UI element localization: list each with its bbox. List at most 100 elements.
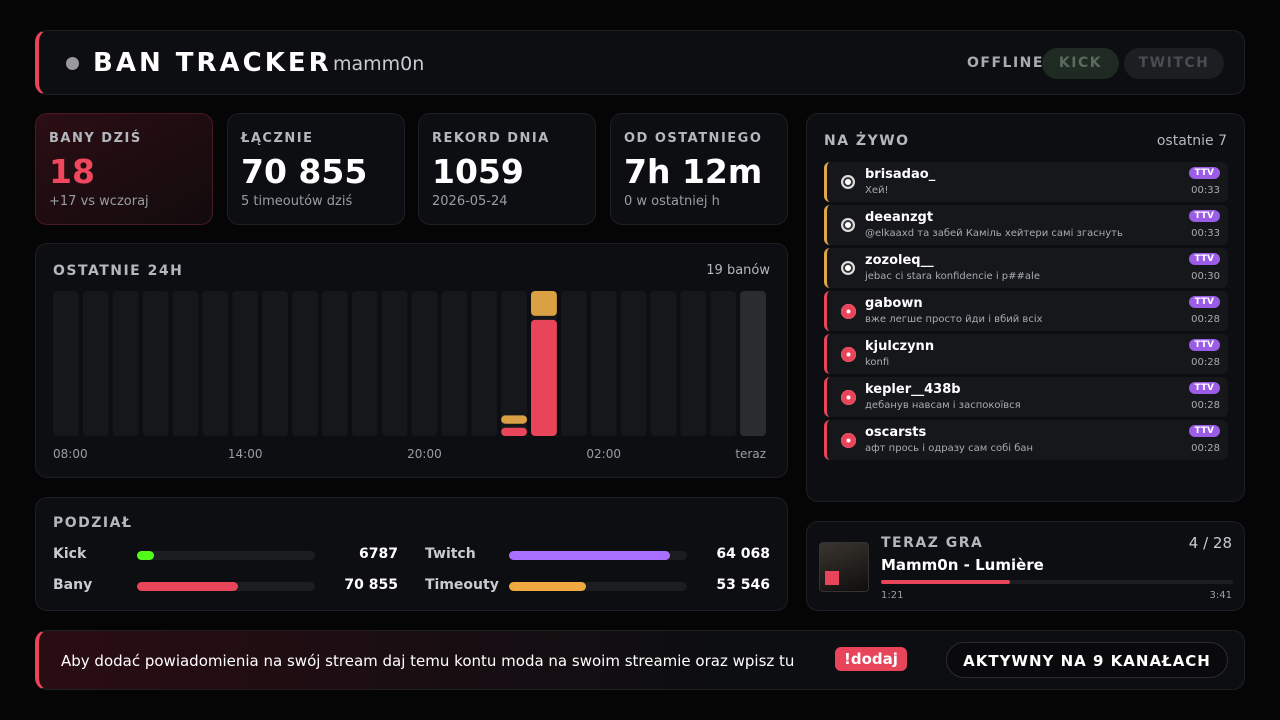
stat-note: +17 vs wczoraj bbox=[49, 194, 149, 209]
timeline-title: OSTATNIE 24H bbox=[53, 263, 184, 279]
timeout-bar bbox=[531, 291, 557, 316]
hour-slot bbox=[501, 291, 527, 436]
ban-icon bbox=[841, 390, 856, 405]
hour-slot bbox=[620, 291, 647, 436]
event-message: jebac ci stara konfidencie i p##ale bbox=[865, 271, 1040, 282]
now-playing-title: TERAZ GRA bbox=[881, 535, 984, 551]
live-title: NA ŻYWO bbox=[824, 133, 910, 149]
stat-note: 2026-05-24 bbox=[432, 194, 508, 209]
breakdown-bar bbox=[509, 551, 670, 560]
hour-label: 08:00 bbox=[53, 447, 88, 461]
hour-slot bbox=[142, 291, 169, 436]
breakdown-panel: PODZIAŁ Kick 6787 Twitch 64 068 Bany 70 855 Ti… bbox=[35, 497, 788, 611]
progress-fill bbox=[881, 580, 1010, 584]
event-time: 00:28 bbox=[1191, 443, 1220, 454]
hour-slot bbox=[53, 291, 79, 436]
timeline-panel: OSTATNIE 24H 19 banów 08:00 14:00 20:00 02:… bbox=[35, 243, 788, 478]
platform-badge: TTV bbox=[1188, 167, 1220, 179]
breakdown-value: 6787 bbox=[359, 546, 398, 562]
live-subtitle: ostatnie 7 bbox=[1156, 133, 1227, 149]
timeout-icon bbox=[841, 218, 855, 232]
stat-card: ŁĄCZNIE 70 855 5 timeoutów dziś bbox=[227, 113, 405, 225]
event-time: 00:30 bbox=[1191, 271, 1220, 282]
stat-value: 7h 12m bbox=[624, 152, 763, 191]
event-message: вже легше просто йди і вбий всіх bbox=[865, 314, 1043, 325]
ban-bar bbox=[531, 319, 557, 436]
platform-badge: TTV bbox=[1188, 339, 1220, 351]
ban-icon bbox=[841, 347, 856, 362]
hour-slot bbox=[710, 291, 737, 436]
stat-note: 0 w ostatniej h bbox=[624, 194, 720, 209]
event-user: kjulczynn bbox=[865, 339, 935, 354]
stat-note: 5 timeoutów dziś bbox=[241, 194, 353, 209]
event-message: Хей! bbox=[865, 185, 889, 196]
breakdown-value: 53 546 bbox=[716, 577, 770, 593]
hour-slot bbox=[560, 291, 587, 436]
stat-card: OD OSTATNIEGO 7h 12m 0 w ostatniej h bbox=[610, 113, 788, 225]
breakdown-name: Timeouty bbox=[425, 577, 499, 593]
live-event: zozoleq__ jebac ci stara konfidencie i p#… bbox=[824, 248, 1228, 288]
hour-label: 02:00 bbox=[586, 447, 621, 461]
hour-slot bbox=[112, 291, 139, 436]
status-dot bbox=[66, 57, 79, 70]
breakdown-name: Kick bbox=[53, 546, 87, 562]
event-user: gabown bbox=[865, 296, 923, 311]
stat-label: ŁĄCZNIE bbox=[241, 131, 314, 146]
track-name: Mamm0n - Lumière bbox=[881, 556, 1044, 574]
app-title: BAN TRACKER bbox=[93, 48, 332, 78]
hour-slot bbox=[590, 291, 617, 436]
event-time: 00:28 bbox=[1191, 314, 1220, 325]
event-message: @elkaaxd та забей Камiль хейтери самі зг… bbox=[865, 228, 1123, 239]
breakdown-value: 70 855 bbox=[344, 577, 398, 593]
hour-slot bbox=[650, 291, 677, 436]
hour-slot bbox=[262, 291, 288, 436]
event-user: oscarsts bbox=[865, 425, 927, 440]
breakdown-track bbox=[137, 551, 315, 560]
timeout-icon bbox=[841, 261, 855, 275]
command[interactable]: !dodaj bbox=[835, 647, 907, 671]
platform-badge: TTV bbox=[1188, 296, 1220, 308]
hour-slot bbox=[351, 291, 378, 436]
ban-icon bbox=[841, 433, 856, 448]
event-user: deeanzgt bbox=[865, 210, 934, 225]
event-message: konfi bbox=[865, 357, 890, 368]
breakdown-track bbox=[137, 582, 315, 591]
stat-value: 1059 bbox=[432, 152, 524, 191]
timeout-icon bbox=[841, 175, 855, 189]
breakdown-track bbox=[509, 582, 687, 591]
platform-badge: TTV bbox=[1188, 210, 1220, 222]
hour-slot bbox=[172, 291, 199, 436]
event-message: дебанув навсам і заспокоївся bbox=[865, 400, 1021, 411]
breakdown-bar bbox=[509, 582, 586, 591]
twitch-button[interactable]: TWITCH bbox=[1124, 48, 1224, 79]
user: mamm0n bbox=[333, 53, 425, 75]
breakdown-value: 64 068 bbox=[716, 546, 770, 562]
stat-value: 18 bbox=[49, 152, 95, 191]
hour-label: 14:00 bbox=[228, 447, 263, 461]
playlist-position: 4 / 28 bbox=[1188, 534, 1232, 552]
hour-label: teraz bbox=[735, 447, 766, 461]
hour-slot bbox=[441, 291, 468, 436]
live-event: kjulczynn konfi TTV 00:28 bbox=[824, 334, 1228, 374]
hour-slot bbox=[321, 291, 348, 436]
hour-slot bbox=[411, 291, 438, 436]
hour-slot bbox=[202, 291, 229, 436]
live-event: oscarsts афт прось і одразу сам собі бан T… bbox=[824, 420, 1228, 460]
ban-bar bbox=[501, 427, 527, 436]
event-time: 00:28 bbox=[1191, 357, 1220, 368]
hour-slot bbox=[471, 291, 498, 436]
event-user: brisadao_ bbox=[865, 167, 936, 182]
elapsed: 1:21 bbox=[881, 590, 904, 601]
breakdown-bar bbox=[137, 551, 155, 560]
footer-message: Aby dodać powiadomienia na swój stream d… bbox=[61, 652, 795, 670]
stat-label: BANY DZIŚ bbox=[49, 131, 142, 146]
stat-label: REKORD DNIA bbox=[432, 131, 550, 146]
platform-badge: TTV bbox=[1188, 382, 1220, 394]
event-time: 00:33 bbox=[1191, 228, 1220, 239]
timeline-summary: 19 banów bbox=[706, 263, 770, 278]
active-channels: AKTYWNY NA 9 KANAŁACH bbox=[946, 642, 1228, 678]
stat-card: BANY DZIŚ 18 +17 vs wczoraj bbox=[35, 113, 213, 225]
footer: Aby dodać powiadomienia na swój stream d… bbox=[35, 630, 1245, 690]
kick-button[interactable]: KICK bbox=[1042, 48, 1119, 79]
